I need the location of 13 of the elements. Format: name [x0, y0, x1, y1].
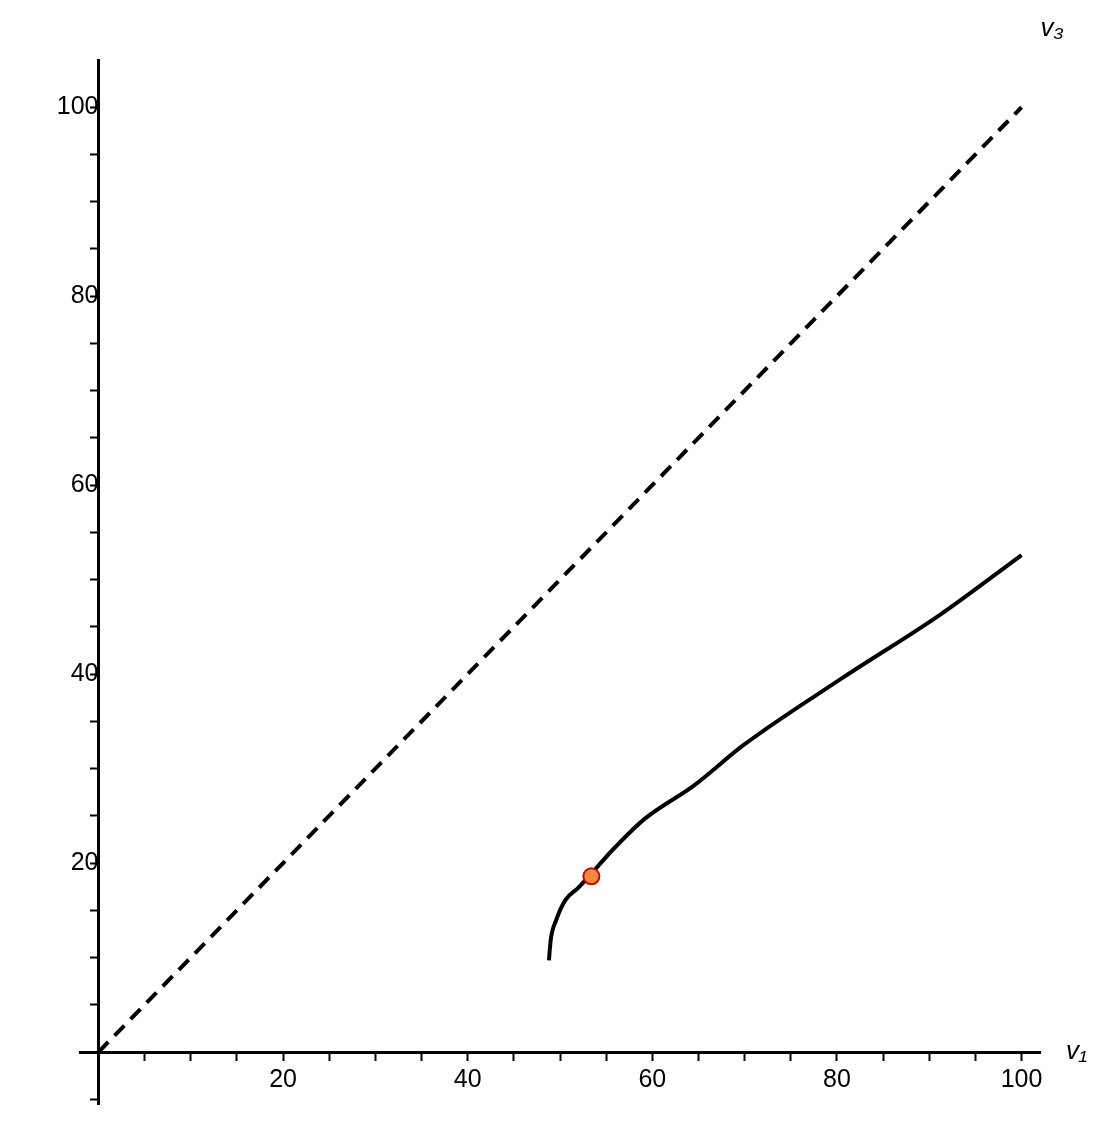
x-axis-title: v₁ [1066, 1035, 1088, 1066]
y-tick-label: 100 [56, 91, 99, 120]
x-tick-label: 20 [269, 1063, 297, 1092]
line-series [546, 553, 1024, 963]
x-tick-label: 80 [823, 1063, 851, 1092]
y-tick-label: 60 [70, 469, 99, 498]
x-tick-label: 100 [1000, 1063, 1043, 1092]
y-tick-label: 80 [70, 280, 99, 309]
x-tick-label: 60 [638, 1063, 667, 1092]
y-axis-title: v₃ [1040, 12, 1064, 43]
y-tick-label: 20 [70, 846, 99, 875]
y-tick-label: 40 [70, 658, 99, 687]
x-tick-label: 40 [453, 1063, 482, 1092]
